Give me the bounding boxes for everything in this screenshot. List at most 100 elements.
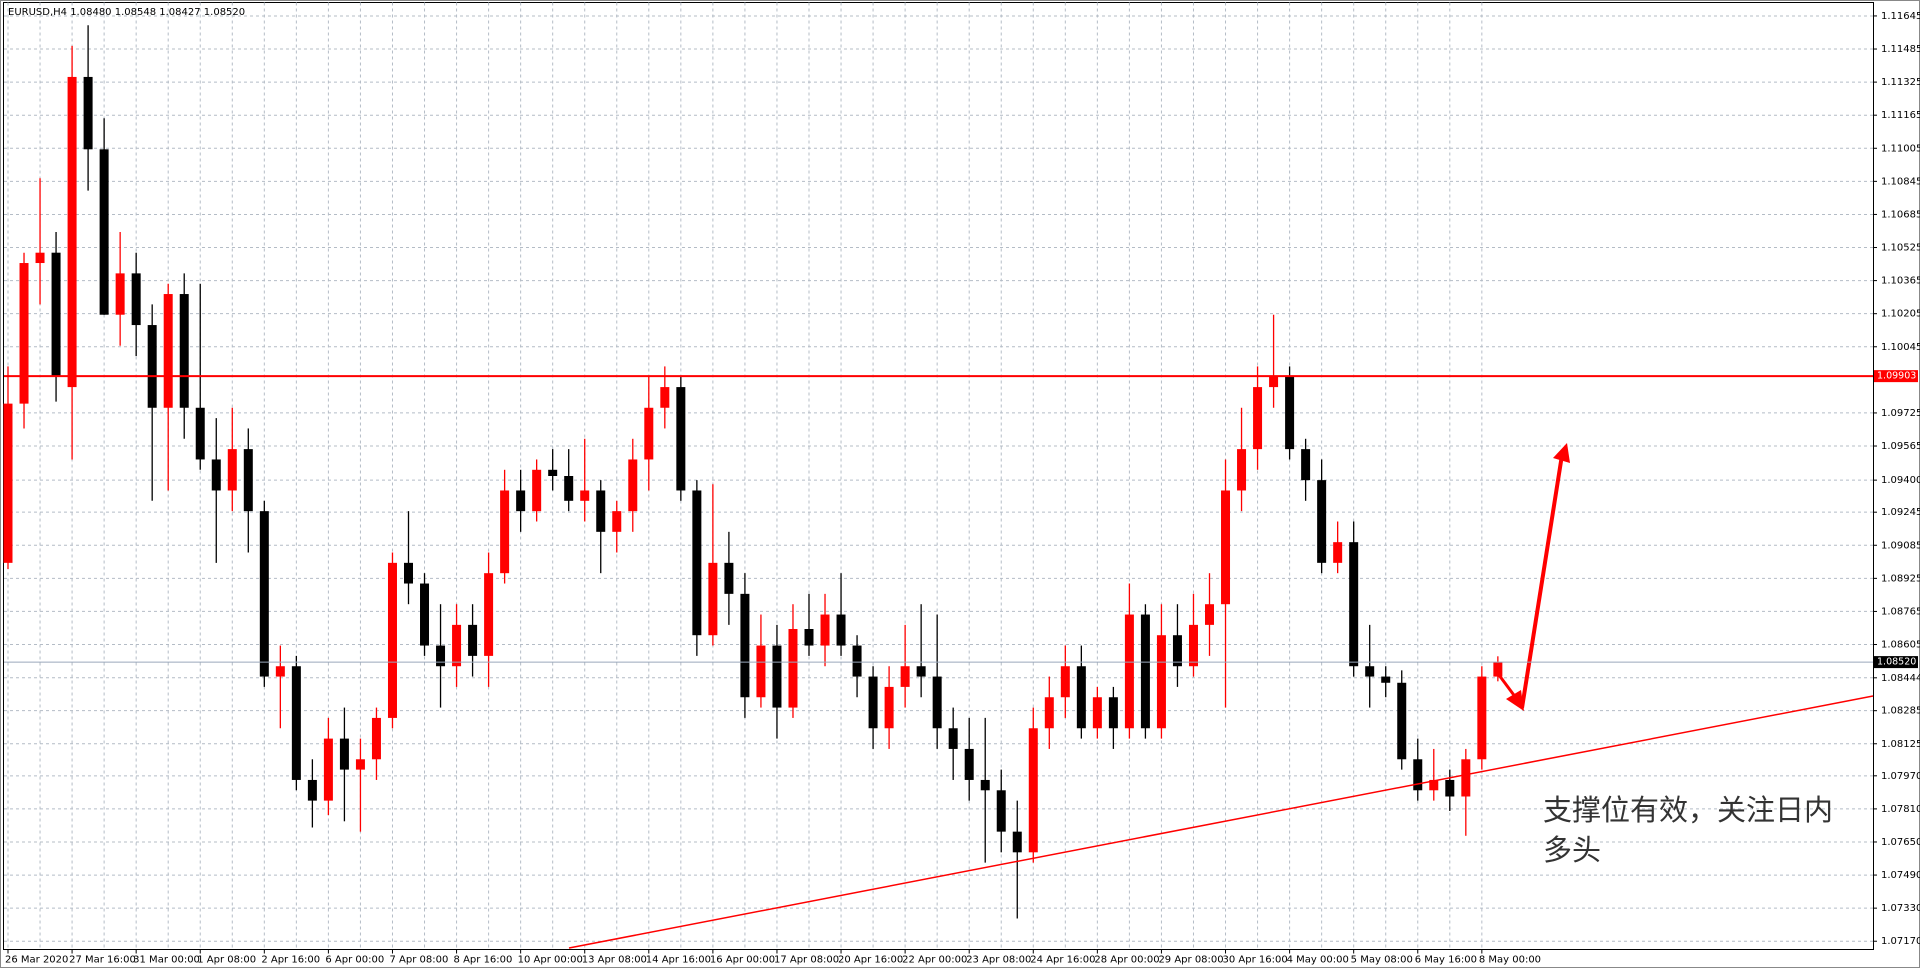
x-tick-label: 4 May 00:00	[1287, 955, 1349, 966]
candle-body	[35, 252, 45, 264]
candle-body	[1413, 759, 1423, 791]
candle-body	[564, 476, 574, 501]
x-tick-label: 23 Apr 08:00	[966, 955, 1031, 966]
candle-body	[1269, 376, 1279, 388]
candle-body	[804, 629, 814, 646]
candle-body	[1381, 676, 1391, 683]
x-tick-label: 5 May 08:00	[1351, 955, 1413, 966]
y-tick-label: 1.11485	[1881, 44, 1920, 55]
candle-body	[612, 511, 622, 532]
candle-body	[980, 779, 990, 791]
annotation: 支撑位有效，关注日内多头	[1543, 793, 1834, 867]
candle-body	[788, 629, 798, 708]
y-tick-label: 1.08125	[1881, 739, 1920, 750]
candle-body	[404, 562, 413, 584]
candle-body	[660, 387, 670, 408]
candle-body	[1349, 542, 1359, 667]
candle-body	[484, 573, 494, 656]
candle-body	[1140, 614, 1150, 729]
candle-body	[932, 676, 942, 729]
candle-body	[323, 738, 333, 801]
x-tick-label: 31 Mar 00:00	[133, 955, 200, 966]
candle-body	[708, 562, 718, 636]
y-tick-label: 1.10685	[1881, 209, 1920, 220]
y-tick-label: 1.09565	[1881, 441, 1920, 452]
candle-body	[275, 666, 285, 677]
trend-line	[568, 695, 1874, 949]
candle-body	[1429, 779, 1439, 791]
y-tick-label: 1.08925	[1881, 573, 1920, 584]
candle-body	[948, 728, 958, 749]
candle-body	[179, 294, 189, 408]
candle-body	[500, 490, 510, 574]
candle-body	[243, 449, 253, 512]
candle-body	[644, 407, 654, 460]
y-tick-label: 1.07650	[1881, 837, 1920, 848]
candle-body	[1477, 676, 1487, 760]
grid	[4, 2, 1873, 950]
candle-body	[195, 407, 205, 460]
candle-body	[115, 273, 125, 315]
x-tick-label: 26 Mar 2020	[5, 955, 68, 966]
candle-body	[1044, 697, 1054, 729]
candle-body	[692, 490, 702, 636]
candle-body	[1493, 662, 1503, 677]
x-tick-label: 2 Apr 16:00	[261, 955, 320, 966]
candle-body	[756, 645, 766, 698]
candle-body	[916, 666, 926, 677]
candle-body	[227, 449, 237, 491]
candle-body	[307, 779, 317, 801]
x-tick-label: 8 May 00:00	[1479, 955, 1541, 966]
x-tick-label: 30 Apr 16:00	[1223, 955, 1288, 966]
candle-body	[1060, 666, 1070, 698]
candle-body	[532, 469, 542, 512]
y-tick-label: 1.08444	[1881, 673, 1920, 684]
candle-body	[548, 469, 558, 476]
chart-title: EURUSD,H4 1.08480 1.08548 1.08427 1.0852…	[8, 7, 245, 18]
y-tick-label: 1.08765	[1881, 606, 1920, 617]
candle-body	[147, 325, 157, 408]
candle-body	[163, 294, 173, 408]
candle-body	[868, 676, 878, 729]
y-tick-label: 1.09725	[1881, 408, 1920, 419]
y-tick-label: 1.07330	[1881, 903, 1920, 914]
candle-body	[83, 76, 93, 150]
candle-body	[1445, 779, 1455, 797]
arrow-head	[1553, 443, 1570, 463]
candle-body	[580, 490, 590, 501]
candle-body	[436, 645, 446, 667]
arrow-head	[1506, 690, 1524, 711]
candle-body	[1124, 614, 1134, 729]
candle-body	[628, 459, 638, 512]
candle-body	[1108, 697, 1118, 729]
y-tick-label: 1.07490	[1881, 870, 1920, 881]
x-tick-label: 20 Apr 16:00	[838, 955, 903, 966]
candle-body	[1156, 635, 1166, 729]
price-label-box	[1874, 370, 1918, 383]
arrow-stroke	[1520, 454, 1564, 709]
candle-body	[67, 76, 77, 388]
candle-body	[852, 645, 862, 677]
x-tick-label: 6 May 16:00	[1415, 955, 1477, 966]
candle-body	[740, 593, 750, 698]
y-tick-label: 1.09400	[1881, 475, 1920, 486]
candle-body	[468, 624, 478, 656]
candle-body	[259, 511, 269, 677]
candle-body	[1365, 666, 1375, 677]
candle-body	[900, 666, 910, 687]
y-tick-label: 1.10845	[1881, 176, 1920, 187]
x-tick-label: 6 Apr 00:00	[325, 955, 384, 966]
price-label-box	[1874, 656, 1918, 669]
y-tick-label: 1.09085	[1881, 540, 1920, 551]
y-tick-label: 1.07810	[1881, 804, 1920, 815]
candle-body	[355, 759, 365, 770]
y-tick-label: 1.10525	[1881, 243, 1920, 254]
y-tick-label: 1.10365	[1881, 276, 1920, 287]
candle-body	[51, 252, 61, 377]
x-tick-label: 28 Apr 00:00	[1094, 955, 1159, 966]
candle-body	[452, 624, 462, 667]
price-label: 1.09903	[1877, 371, 1916, 382]
candle-body	[1253, 387, 1263, 450]
